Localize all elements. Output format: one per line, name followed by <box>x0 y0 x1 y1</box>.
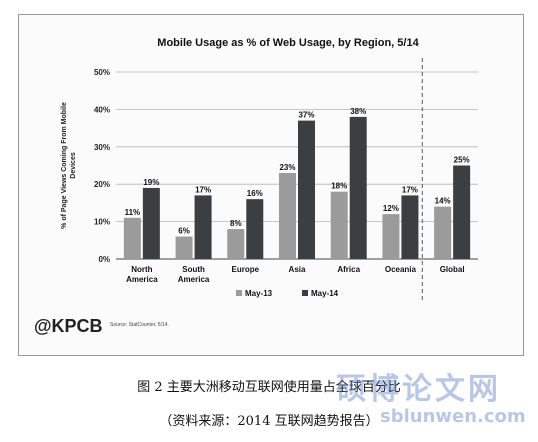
bar <box>434 206 452 259</box>
x-tick-label: North <box>131 265 152 274</box>
bar <box>123 217 141 259</box>
data-label: 23% <box>279 163 295 172</box>
data-label: 14% <box>435 197 451 206</box>
data-label: 18% <box>331 182 347 191</box>
data-label: 19% <box>143 178 159 187</box>
figure-caption: 图 2 主要大洲移动互联网使用量占全球百分比 <box>137 380 401 395</box>
x-tick-label: Global <box>440 265 465 274</box>
chart-source-note: Source: StatCounter, 5/14. <box>110 322 169 328</box>
x-tick-label: Oceania <box>385 265 417 274</box>
legend-swatch <box>302 290 308 296</box>
bar <box>453 165 471 259</box>
x-tick-label: Africa <box>337 265 360 274</box>
data-label: 38% <box>350 107 366 116</box>
data-label: 6% <box>178 227 190 236</box>
data-label: 17% <box>402 185 418 194</box>
y-axis-label-line: Devices <box>70 152 77 179</box>
source-note: （资料来源：2014 互联网趋势报告） <box>159 414 379 429</box>
y-tick-label: 40% <box>94 105 110 114</box>
chart-panel <box>18 14 524 356</box>
x-tick-label: Europe <box>232 265 260 274</box>
bar <box>382 214 400 259</box>
brand-logo: @KPCB <box>34 316 103 336</box>
data-label: 11% <box>125 208 141 217</box>
bar <box>401 195 419 259</box>
y-axis-label-line: % of Page Views Coming From Mobile <box>61 102 68 229</box>
bar <box>298 120 315 260</box>
x-tick-label: South <box>182 265 205 274</box>
legend-label: May-14 <box>311 289 339 298</box>
data-label: 25% <box>454 156 470 165</box>
data-label: 37% <box>298 111 314 120</box>
y-tick-label: 20% <box>94 180 110 189</box>
y-tick-label: 10% <box>94 218 110 227</box>
x-tick-label: America <box>126 275 158 284</box>
bar <box>194 195 212 259</box>
x-tick-label: America <box>178 275 210 284</box>
legend-label: May-13 <box>245 289 273 298</box>
data-label: 12% <box>383 204 399 213</box>
legend-swatch <box>236 290 242 296</box>
chart-title: Mobile Usage as % of Web Usage, by Regio… <box>157 37 419 49</box>
data-label: 8% <box>230 219 242 228</box>
y-axis-label: % of Page Views Coming From Mobile Device… <box>61 102 77 229</box>
y-tick-label: 50% <box>94 68 110 77</box>
bar <box>175 236 193 259</box>
data-label: 17% <box>195 185 211 194</box>
bar <box>227 229 245 259</box>
y-tick-label: 30% <box>94 143 110 152</box>
data-label: 16% <box>247 189 263 198</box>
bar <box>246 199 264 259</box>
bar <box>330 191 348 259</box>
y-tick-label: 0% <box>98 255 110 264</box>
bar <box>279 172 296 259</box>
bar <box>349 116 367 259</box>
x-tick-label: Asia <box>289 265 306 274</box>
bar <box>142 187 160 259</box>
